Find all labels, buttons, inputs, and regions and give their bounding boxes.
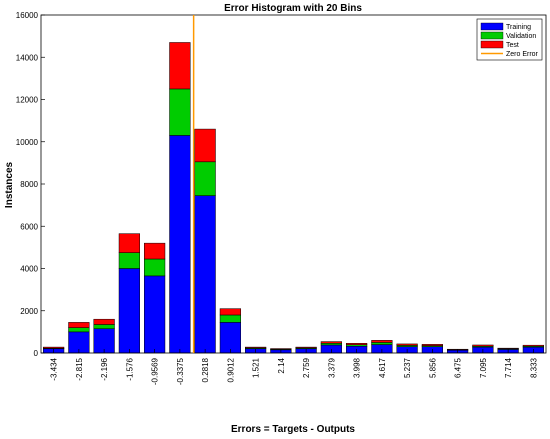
x-tick-label: 0.2818 [201,357,210,382]
x-tick-label: -3.434 [50,357,59,380]
legend-label-training: Training [506,24,531,31]
bar-validation-3 [118,252,140,269]
x-tick-label: -2.815 [75,357,84,380]
bar-validation-11 [320,343,342,346]
y-tick-label: 8000 [20,180,38,189]
legend-label-zero-error: Zero Error [506,51,539,58]
y-tick-label: 12000 [16,96,39,105]
bars-group [43,42,544,354]
bar-validation-4 [144,258,166,277]
bar-test-2 [93,318,115,325]
bar-test-6 [194,128,216,163]
bar-test-0 [43,346,65,349]
bar-test-12 [346,343,368,346]
y-tick-label: 4000 [20,265,38,274]
x-tick-label: 4.617 [378,357,387,378]
y-tick-label: 10000 [16,138,39,147]
bar-training-4 [144,275,166,354]
y-tick-label: 0 [34,349,39,358]
x-tick-label: 5.856 [428,357,437,378]
bar-validation-7 [219,314,241,323]
bar-validation-1 [68,327,90,333]
legend-label-test: Test [506,42,519,49]
bar-test-3 [118,233,140,253]
x-tick-label: 0.9012 [226,357,235,382]
bar-test-19 [522,344,544,347]
bar-training-3 [118,268,140,354]
bar-training-6 [194,195,216,354]
legend: Training Validation Test Zero Error [476,18,543,61]
bar-test-7 [219,308,241,316]
x-axis: -3.434 -2.815 -2.196 -1.576 -0.9569 -0.3375 0.… [50,349,538,385]
bar-test-18 [497,347,519,350]
x-tick-label: 3.998 [353,357,362,378]
plot-frame [40,14,547,354]
x-tick-label: 7.714 [504,357,513,378]
x-tick-label: -0.9569 [151,357,160,385]
bar-validation-13 [371,342,393,345]
bar-validation-5 [169,88,191,136]
bar-training-7 [219,322,241,354]
x-tick-label: 2.759 [302,357,311,378]
bar-test-8 [245,346,267,349]
x-tick-label: 3.379 [327,357,336,378]
x-tick-label: 5.237 [403,357,412,378]
legend-label-validation: Validation [506,33,536,40]
x-axis-label: Errors = Targets - Outputs [231,424,355,435]
y-axis-label: Instances [4,161,15,208]
bar-test-15 [421,344,443,346]
bar-test-11 [320,341,342,344]
bar-test-5 [169,42,191,90]
legend-swatch-test [480,40,504,49]
x-tick-label: -0.3375 [176,357,185,385]
chart-title: Error Histogram with 20 Bins [224,3,362,14]
bar-test-4 [144,242,166,260]
bar-test-17 [472,344,494,347]
y-tick-label: 16000 [16,11,39,20]
bar-validation-2 [93,324,115,329]
x-tick-label: 1.521 [252,357,261,378]
legend-swatch-training [480,22,504,31]
x-tick-label: 7.095 [479,357,488,378]
bar-test-13 [371,340,393,343]
bar-test-1 [68,322,90,328]
x-tick-label: -2.196 [100,357,109,380]
y-tick-label: 14000 [16,53,39,62]
bar-test-10 [295,346,317,349]
y-tick-label: 2000 [20,307,38,316]
x-tick-label: 8.333 [529,357,538,378]
x-tick-label: 2.14 [277,357,286,373]
bar-training-5 [169,135,191,354]
bar-validation-6 [194,161,216,196]
legend-swatch-validation [480,31,504,40]
x-tick-label: 6.475 [454,357,463,378]
y-tick-label: 6000 [20,222,38,231]
x-tick-label: -1.576 [125,357,134,380]
bar-test-14 [396,343,418,346]
